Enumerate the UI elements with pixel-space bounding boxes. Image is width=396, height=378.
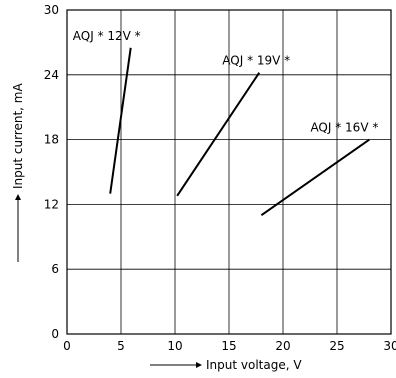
x-axis-label-group: Input voltage, V — [150, 358, 302, 372]
series-line-3 — [260, 138, 370, 217]
y-tick-labels: 0 6 12 18 24 30 — [44, 3, 59, 341]
series-lines — [109, 47, 370, 217]
series-label-2: AQJ * 19V * — [222, 54, 290, 68]
x-tick-label-5: 25 — [329, 339, 344, 353]
y-tick-label-3: 18 — [44, 133, 59, 147]
x-tick-label-6: 30 — [383, 339, 396, 353]
plot-frame — [66, 9, 392, 335]
x-axis-label: Input voltage, V — [206, 358, 302, 372]
y-axis-arrowhead — [15, 194, 21, 200]
y-tick-label-1: 6 — [51, 262, 59, 276]
series-line-1 — [109, 47, 132, 194]
x-tick-label-4: 20 — [275, 339, 290, 353]
x-tick-label-0: 0 — [63, 339, 71, 353]
series-line-2 — [176, 72, 261, 197]
x-tick-label-2: 10 — [167, 339, 182, 353]
y-tick-label-0: 0 — [51, 327, 59, 341]
series-label-1: AQJ * 12V * — [73, 29, 141, 43]
x-tick-label-1: 5 — [117, 339, 125, 353]
y-axis-label: Input current, mA — [11, 83, 25, 189]
x-tick-labels: 0 5 10 15 20 25 30 — [63, 339, 396, 353]
series-labels: AQJ * 12V * AQJ * 19V * AQJ * 16V * — [73, 29, 379, 135]
x-tick-label-3: 15 — [221, 339, 236, 353]
y-tick-label-5: 30 — [44, 3, 59, 17]
series-label-3: AQJ * 16V * — [310, 121, 378, 135]
y-tick-label-2: 12 — [44, 197, 59, 211]
y-tick-label-4: 24 — [44, 68, 59, 82]
y-axis-label-group: Input current, mA — [11, 83, 25, 262]
x-axis-arrowhead — [196, 362, 202, 368]
